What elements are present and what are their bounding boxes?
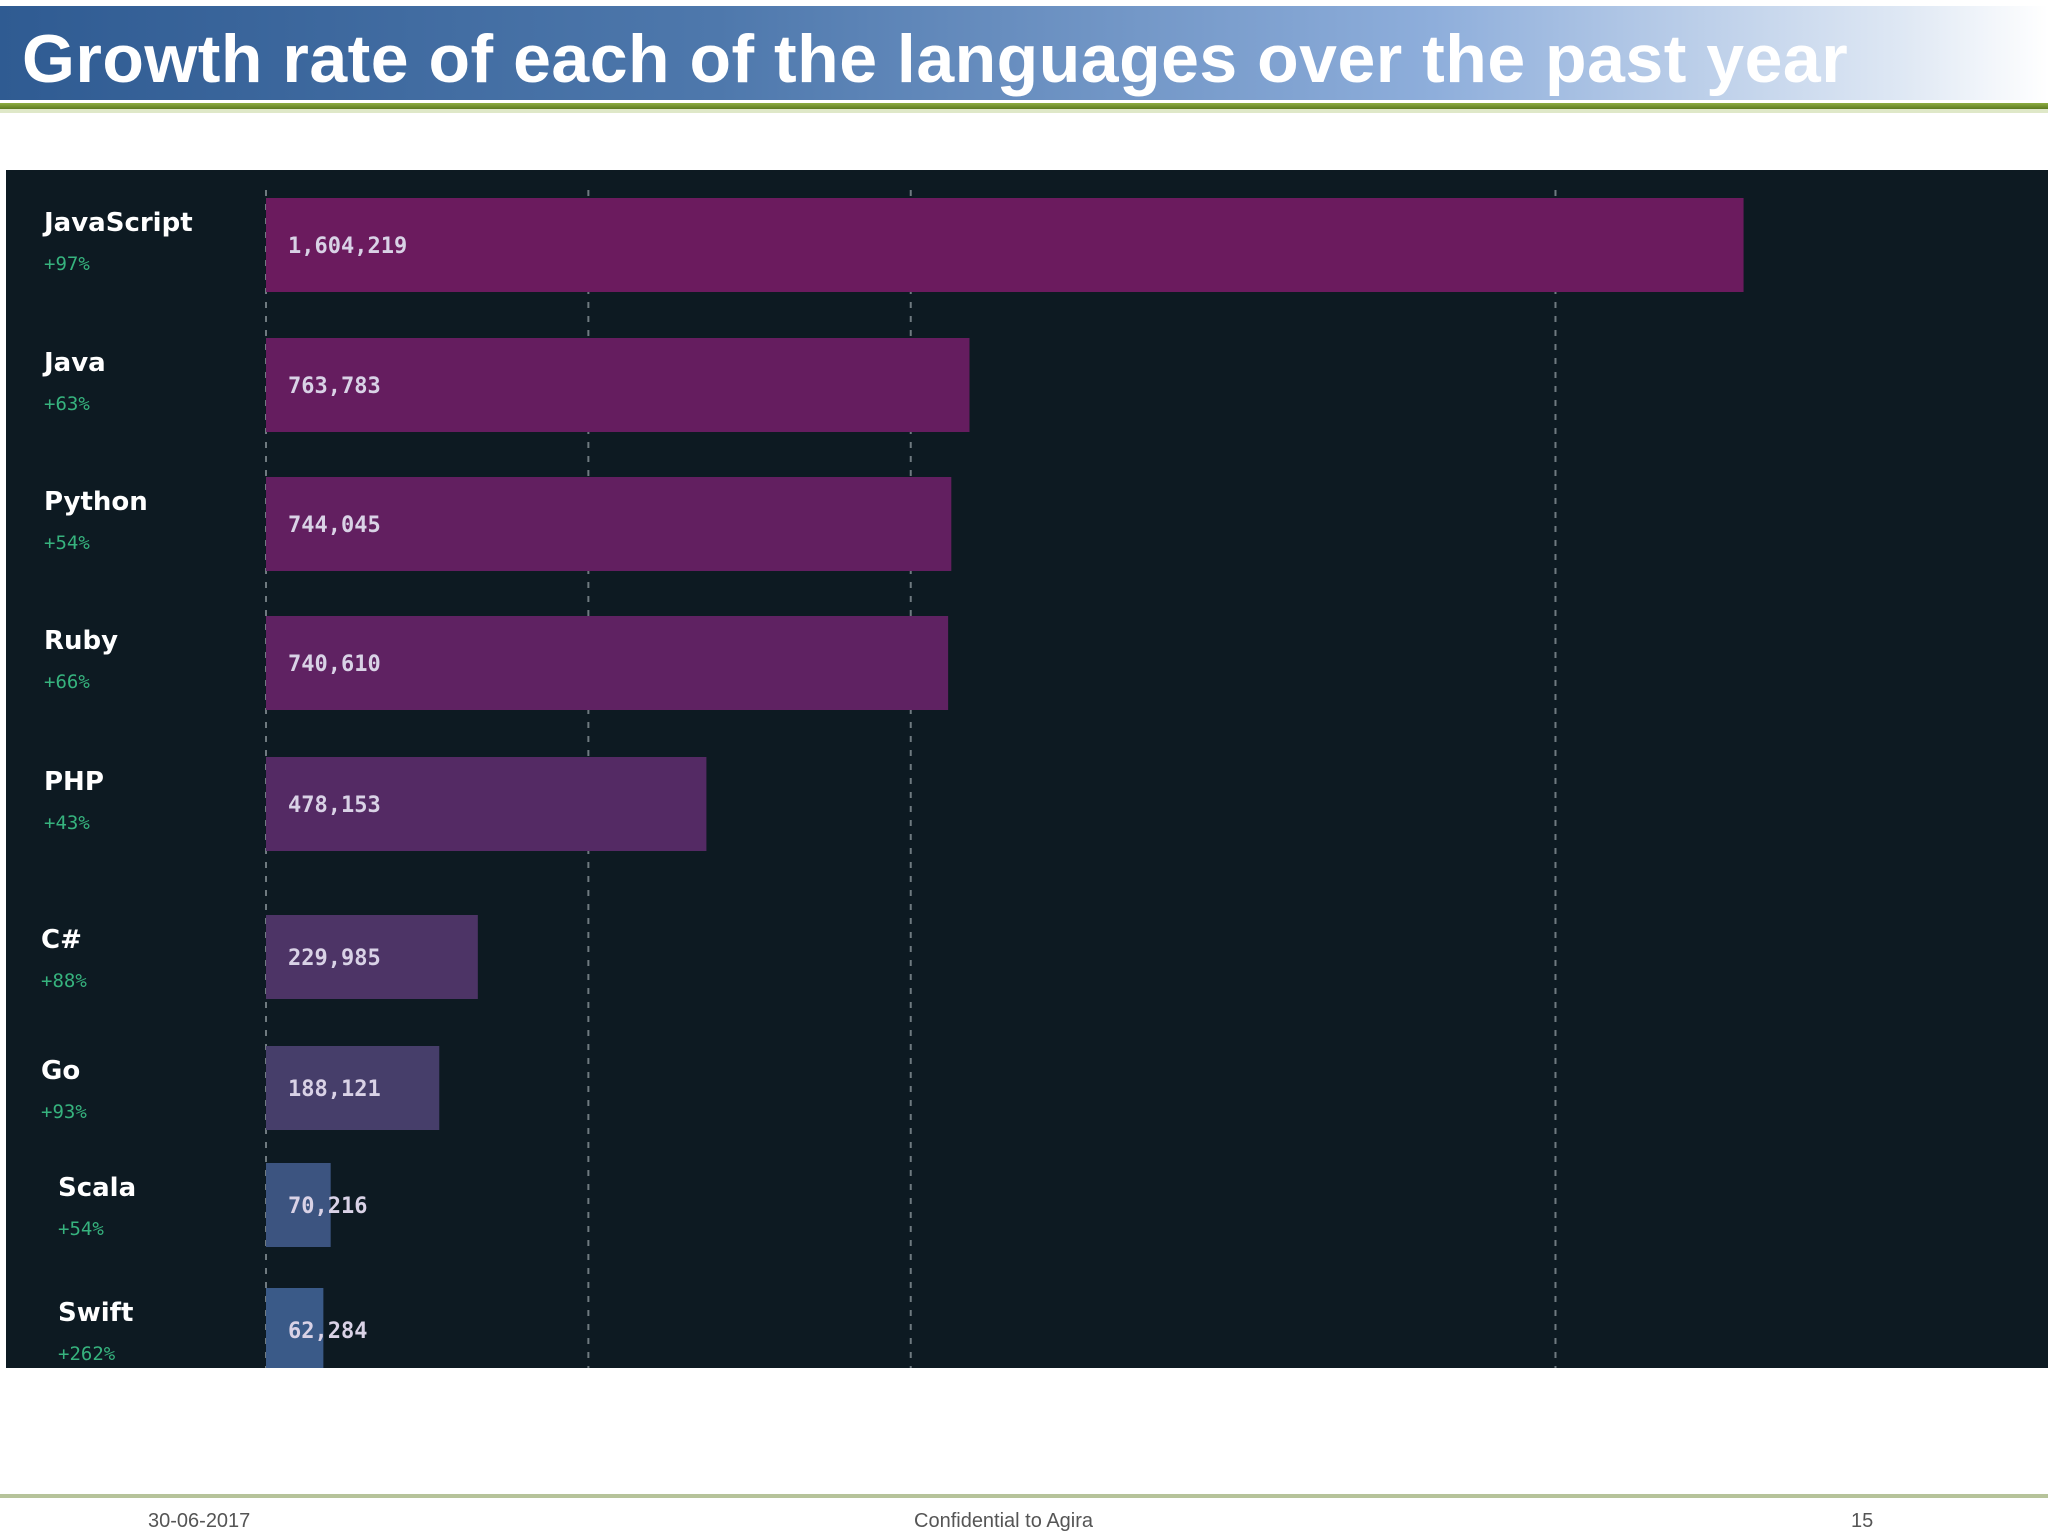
category-label: Swift — [58, 1298, 133, 1328]
bar-go — [266, 1046, 440, 1130]
bar-value-label: 70,216 — [288, 1194, 367, 1219]
growth-label: +63% — [44, 393, 90, 415]
category-label: PHP — [44, 767, 104, 797]
title-bar: Growth rate of each of the languages ove… — [0, 6, 2048, 100]
bar-chart: 1,604,219 JavaScript +97% 763,783 Java +63% 74… — [41, 190, 1744, 1368]
bar-value-label: 763,783 — [288, 374, 381, 399]
bar-value-label: 188,121 — [288, 1077, 381, 1102]
title-divider — [0, 103, 2048, 109]
footer-page-number: 15 — [1851, 1510, 1874, 1532]
bar-value-label: 229,985 — [288, 946, 381, 971]
growth-label: +54% — [58, 1218, 104, 1240]
footer-divider — [0, 1494, 2048, 1498]
growth-label: +262% — [58, 1343, 116, 1365]
title-divider-highlight — [0, 109, 2048, 113]
bar-ruby — [266, 616, 949, 710]
bar-csharp — [266, 915, 478, 999]
bar-python — [266, 477, 952, 571]
category-label: Go — [41, 1056, 80, 1086]
footer-date: 30-06-2017 — [148, 1510, 251, 1532]
bar-value-label: 1,604,219 — [288, 234, 407, 259]
category-label: C# — [41, 925, 82, 955]
bar-scala — [266, 1163, 331, 1247]
bar-php — [266, 757, 707, 851]
growth-label: +97% — [44, 253, 90, 275]
growth-label: +66% — [44, 671, 90, 693]
category-label: Scala — [58, 1173, 136, 1203]
bar-value-label: 62,284 — [288, 1319, 367, 1344]
slide-title: Growth rate of each of the languages ove… — [22, 21, 1849, 97]
bar-java — [266, 338, 970, 432]
growth-label: +93% — [41, 1101, 87, 1123]
bar-value-label: 478,153 — [288, 793, 381, 818]
bar-value-label: 744,045 — [288, 513, 381, 538]
bar-chart-panel: 1,604,219 JavaScript +97% 763,783 Java +63% 74… — [6, 170, 2048, 1368]
bar-swift — [266, 1288, 324, 1368]
growth-label: +43% — [44, 812, 90, 834]
bar-value-label: 740,610 — [288, 652, 381, 677]
category-label: Python — [44, 487, 148, 517]
bar-javascript — [266, 198, 1744, 292]
footer-confidential-note: Confidential to Agira — [914, 1510, 1094, 1532]
category-label: JavaScript — [42, 208, 193, 238]
growth-label: +88% — [41, 970, 87, 992]
growth-label: +54% — [44, 532, 90, 554]
category-label: Java — [42, 348, 106, 378]
category-label: Ruby — [44, 626, 118, 656]
